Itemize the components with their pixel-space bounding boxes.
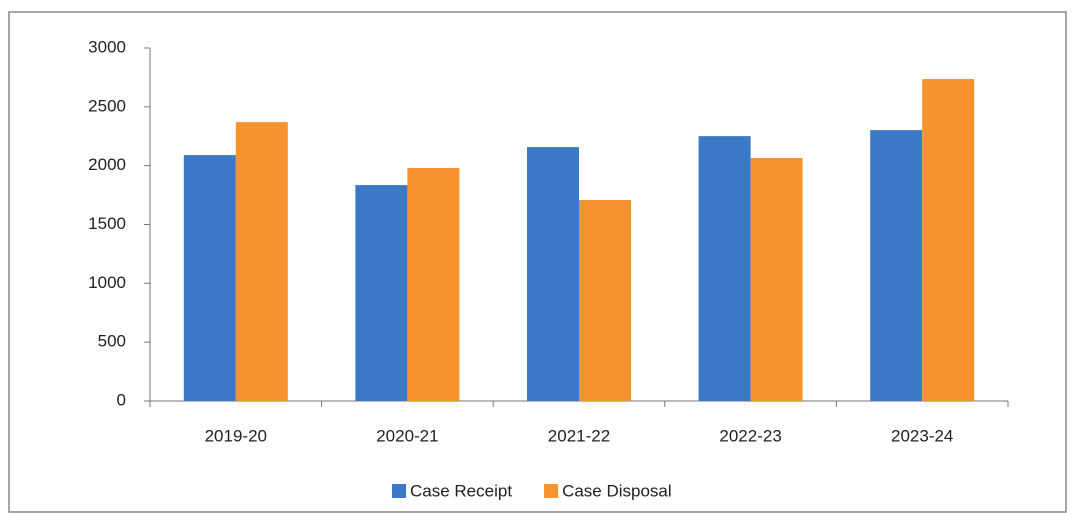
legend-swatch: [392, 484, 406, 498]
bar: [870, 130, 923, 401]
y-tick-label: 2000: [88, 155, 126, 174]
y-tick-label: 3000: [88, 37, 126, 56]
x-tick-label: 2020-21: [376, 426, 438, 445]
y-tick-label: 1500: [88, 214, 126, 233]
bar: [235, 122, 288, 401]
x-tick-label: 2019-20: [205, 426, 267, 445]
bar: [698, 136, 751, 402]
bar: [527, 147, 579, 401]
y-tick-label: 2500: [88, 96, 126, 115]
bar: [355, 185, 408, 401]
y-tick-label: 1000: [88, 273, 126, 292]
bar: [183, 155, 236, 401]
x-tick-label: 2021-22: [548, 426, 610, 445]
x-tick-label: 2022-23: [719, 426, 781, 445]
y-tick-label: 500: [98, 332, 126, 351]
x-tick-label: 2023-24: [891, 426, 953, 445]
bar: [922, 79, 975, 402]
bar: [407, 168, 460, 401]
y-tick-label: 0: [117, 390, 126, 409]
bar: [750, 158, 803, 401]
legend-label: Case Disposal: [562, 481, 672, 500]
legend-label: Case Receipt: [410, 481, 512, 500]
bar: [579, 200, 631, 401]
legend-swatch: [544, 484, 559, 498]
